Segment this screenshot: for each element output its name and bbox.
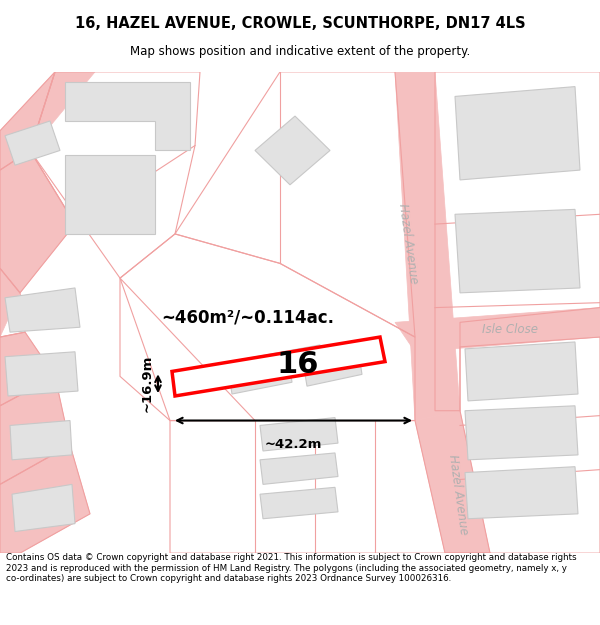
Polygon shape [0,445,90,553]
Text: Contains OS data © Crown copyright and database right 2021. This information is : Contains OS data © Crown copyright and d… [6,553,577,583]
Text: 16: 16 [277,350,319,379]
Polygon shape [0,268,20,337]
Text: ~42.2m: ~42.2m [265,438,322,451]
Polygon shape [65,82,190,151]
Text: ~460m²/~0.114ac.: ~460m²/~0.114ac. [161,308,335,326]
Polygon shape [465,467,578,519]
Polygon shape [5,121,60,165]
Polygon shape [465,406,578,460]
Polygon shape [260,453,338,484]
Polygon shape [455,87,580,180]
Polygon shape [395,72,460,421]
Polygon shape [415,411,490,553]
Text: Hazel Avenue: Hazel Avenue [396,202,420,285]
Polygon shape [260,488,338,519]
Polygon shape [230,369,292,394]
Polygon shape [12,484,75,531]
Polygon shape [305,362,362,386]
Text: 16, HAZEL AVENUE, CROWLE, SCUNTHORPE, DN17 4LS: 16, HAZEL AVENUE, CROWLE, SCUNTHORPE, DN… [74,16,526,31]
Polygon shape [395,308,600,352]
Polygon shape [465,342,578,401]
Polygon shape [5,352,78,396]
Polygon shape [0,332,55,406]
Polygon shape [10,421,72,460]
Polygon shape [255,116,330,185]
Polygon shape [65,156,155,234]
Polygon shape [172,337,385,396]
Text: Map shows position and indicative extent of the property.: Map shows position and indicative extent… [130,44,470,58]
Polygon shape [5,288,80,332]
Text: ~16.9m: ~16.9m [141,355,154,412]
Polygon shape [260,418,338,451]
Polygon shape [0,72,95,293]
Text: Isle Close: Isle Close [482,322,538,336]
Polygon shape [230,345,322,374]
Polygon shape [0,376,70,484]
Text: Hazel Avenue: Hazel Avenue [446,453,470,535]
Polygon shape [455,209,580,293]
